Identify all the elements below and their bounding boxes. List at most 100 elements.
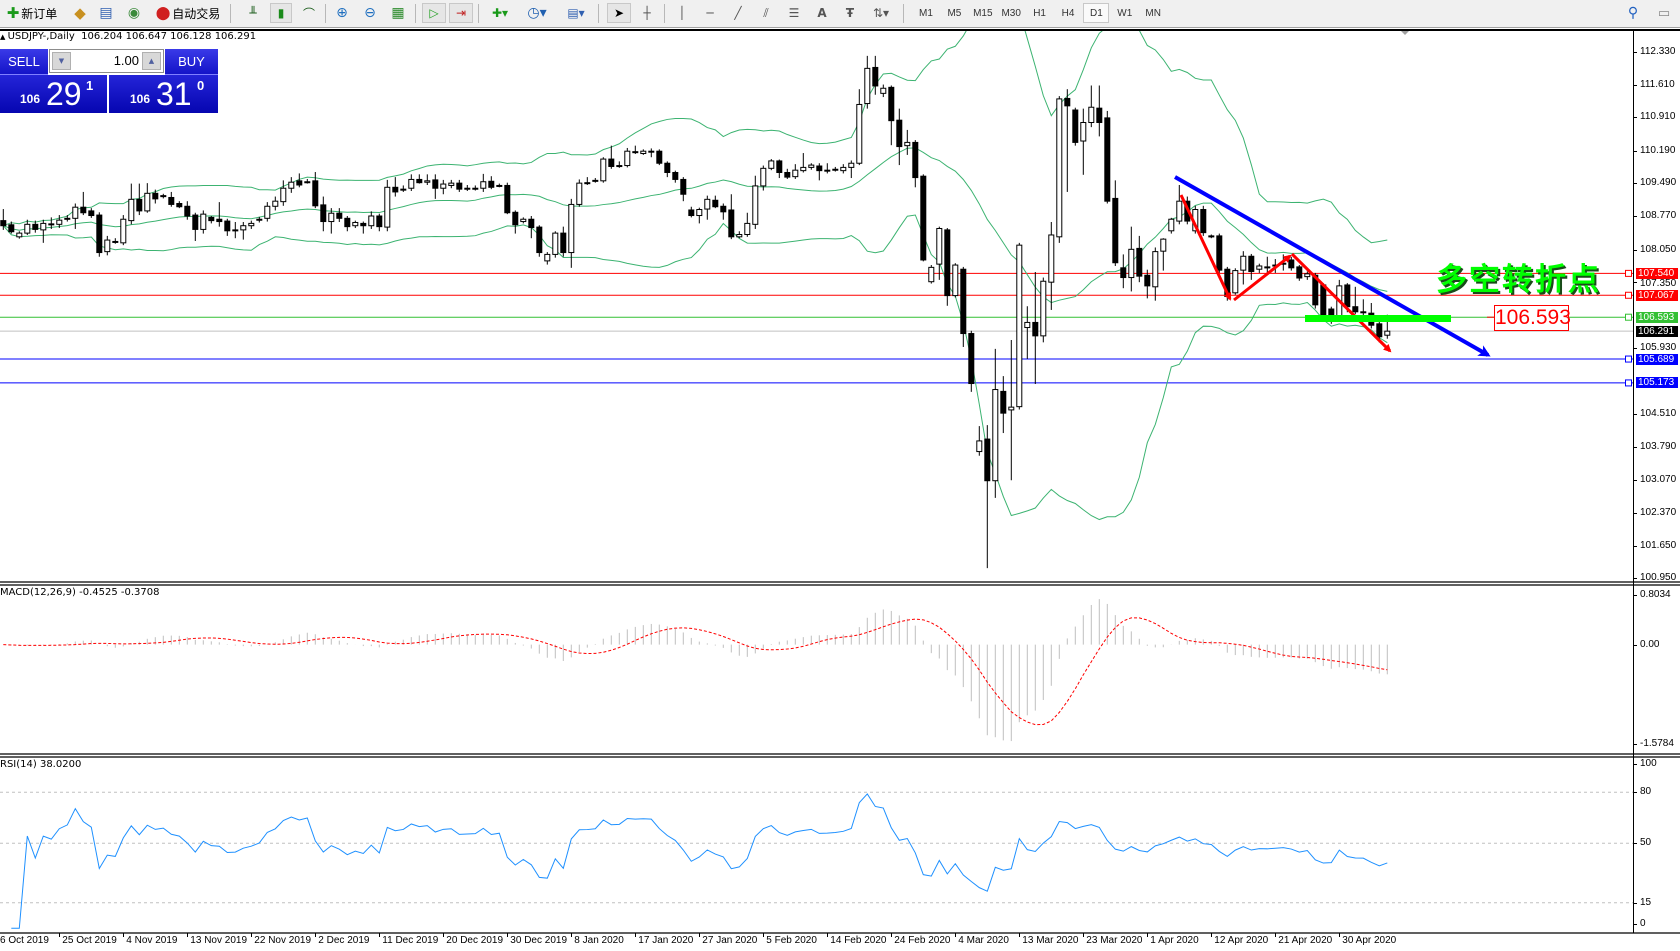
toolbar-separator xyxy=(478,4,479,23)
candle xyxy=(112,238,119,244)
candle xyxy=(848,160,855,179)
candle-body-bull xyxy=(1232,270,1239,294)
candlestick-chart-button[interactable]: ▮ xyxy=(270,3,292,23)
lot-decrease-button[interactable]: ▼ xyxy=(52,52,71,70)
candle-body-bull xyxy=(832,168,839,171)
sell-price[interactable]: 106 29 1 xyxy=(0,75,107,113)
sell-button[interactable]: SELL xyxy=(0,49,48,75)
market-watch-button[interactable]: ◆ xyxy=(70,3,90,23)
timeframe-m30[interactable]: M30 xyxy=(1001,7,1021,19)
timeframe-m15[interactable]: M15 xyxy=(973,7,993,19)
timeframe-mn[interactable]: MN xyxy=(1145,7,1161,19)
macd-axis-label: -1.5784 xyxy=(1640,738,1674,749)
candle xyxy=(1040,277,1047,343)
equidistant-channel-tool[interactable]: ⫽ xyxy=(756,3,776,23)
axis-tick xyxy=(1633,792,1637,794)
chart-shift-icon: ⇥ xyxy=(455,6,467,20)
lot-size-input[interactable]: ▼ 1.00 ▲ xyxy=(49,49,164,73)
candle-body-bull xyxy=(1080,122,1087,142)
signals-button[interactable]: ◉ xyxy=(124,3,144,23)
candle xyxy=(600,157,607,183)
macd-axis-label: 0.00 xyxy=(1640,638,1660,650)
lot-value[interactable]: 1.00 xyxy=(113,53,139,68)
candle xyxy=(728,194,735,240)
templates-dropdown[interactable]: ▤▾ xyxy=(561,3,591,23)
candle-body-bull xyxy=(640,150,647,155)
candle-body-bull xyxy=(64,217,71,220)
new-order-button[interactable]: ✚ 新订单 xyxy=(3,3,61,23)
auto-scroll-button[interactable]: ▷ xyxy=(422,3,446,23)
candle-body-bear xyxy=(536,226,543,254)
text-tool[interactable]: A xyxy=(812,3,832,23)
axis-tick xyxy=(1633,480,1637,482)
candle xyxy=(824,163,831,174)
candle-body-bull xyxy=(1040,280,1047,337)
crosshair-tool[interactable]: ┼ xyxy=(637,3,657,23)
time-axis-tick xyxy=(59,933,61,937)
indicators-dropdown[interactable]: ✚▾ xyxy=(485,3,515,23)
time-axis-label: 17 Jan 2020 xyxy=(638,935,694,946)
candle xyxy=(88,208,95,218)
candle xyxy=(808,163,815,170)
candle-body-bear xyxy=(512,211,519,226)
time-axis-tick xyxy=(251,933,253,937)
candle xyxy=(200,210,207,234)
zoom-out-button[interactable]: ⊖ xyxy=(360,3,380,23)
candle xyxy=(840,164,847,174)
auto-trading-label: 自动交易 xyxy=(172,6,221,21)
candle xyxy=(736,231,743,239)
buy-price[interactable]: 106 31 0 xyxy=(109,75,218,113)
candle-body-bull xyxy=(1176,200,1183,222)
candle-body-bear xyxy=(216,218,223,223)
red-zigzag-arrow xyxy=(1179,194,1232,301)
toolbar-separator xyxy=(325,4,326,23)
candle xyxy=(144,183,151,213)
candle-body-bull xyxy=(128,198,135,222)
terminal-button[interactable]: ▤ xyxy=(96,3,116,23)
candle-body-bear xyxy=(1000,390,1007,414)
fibonacci-tool[interactable]: ☰ xyxy=(784,3,804,23)
cursor-tool[interactable]: ➤ xyxy=(607,3,631,23)
price-axis-label: 104.510 xyxy=(1640,407,1677,419)
time-axis-label: 27 Jan 2020 xyxy=(702,935,758,946)
candle-body-bull xyxy=(304,181,311,184)
candle xyxy=(120,215,127,246)
arrows-dropdown[interactable]: ⇅▾ xyxy=(866,3,896,23)
text-label-tool[interactable]: Ŧ xyxy=(840,3,860,23)
auto-trading-button[interactable]: ⬤ 自动交易 xyxy=(152,3,224,23)
candle xyxy=(256,216,263,223)
candle-body-bull xyxy=(600,158,607,182)
timeframe-h1[interactable]: H1 xyxy=(1033,7,1046,19)
chart-shift-button[interactable]: ⇥ xyxy=(449,3,473,23)
candle-body-bear xyxy=(1120,267,1127,279)
time-axis-label: 5 Feb 2020 xyxy=(766,935,817,946)
candle-body-bear xyxy=(464,187,471,190)
trendline-tool[interactable]: ╱ xyxy=(728,3,748,23)
zoom-in-button[interactable]: ⊕ xyxy=(332,3,352,23)
horizontal-line-tool[interactable]: ─ xyxy=(700,3,720,23)
vertical-line-tool[interactable]: │ xyxy=(672,3,692,23)
timeframe-d1[interactable]: D1 xyxy=(1083,3,1110,23)
candle-body-bear xyxy=(672,171,679,180)
buy-button[interactable]: BUY xyxy=(165,49,218,75)
search-button[interactable]: ⚲ xyxy=(1623,3,1643,23)
turning-point-annotation[interactable]: 多空转折点 xyxy=(1436,262,1601,298)
candle xyxy=(968,330,975,392)
lot-increase-button[interactable]: ▲ xyxy=(142,52,161,70)
collapse-triangle-icon[interactable]: ▲ xyxy=(0,33,8,41)
timeframe-m1[interactable]: M1 xyxy=(919,7,933,19)
bar-chart-button[interactable]: ╨ xyxy=(243,3,263,23)
axis-tick xyxy=(1633,282,1637,284)
chat-button[interactable]: ▭ xyxy=(1654,3,1674,23)
timeframe-h4[interactable]: H4 xyxy=(1061,7,1075,19)
periods-dropdown[interactable]: ◷▾ xyxy=(522,3,552,23)
tile-windows-button[interactable]: ▦ xyxy=(388,3,408,23)
timeframe-m5[interactable]: M5 xyxy=(947,7,962,19)
candle xyxy=(528,215,535,239)
level-price-label[interactable]: 106.593 xyxy=(1494,305,1571,331)
candle xyxy=(560,226,567,257)
line-chart-button[interactable]: ⌒ xyxy=(299,3,319,23)
candle xyxy=(1048,222,1055,310)
timeframe-w1[interactable]: W1 xyxy=(1117,7,1133,19)
